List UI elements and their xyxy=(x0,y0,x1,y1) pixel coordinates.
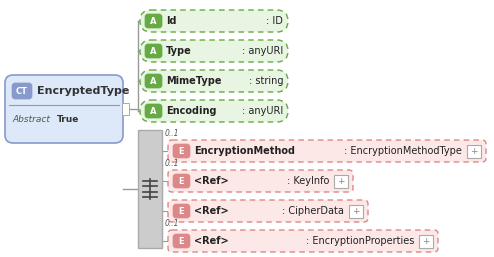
FancyBboxPatch shape xyxy=(168,170,353,192)
Text: Abstract: Abstract xyxy=(12,115,50,124)
Bar xyxy=(122,103,129,115)
Text: <Ref>: <Ref> xyxy=(194,236,229,246)
Text: : CipherData: : CipherData xyxy=(282,206,344,216)
FancyBboxPatch shape xyxy=(140,40,288,62)
FancyBboxPatch shape xyxy=(173,204,190,218)
Text: +: + xyxy=(470,146,478,155)
FancyBboxPatch shape xyxy=(145,44,162,58)
Bar xyxy=(467,144,481,158)
FancyBboxPatch shape xyxy=(168,230,438,252)
Text: 0..1: 0..1 xyxy=(165,219,179,228)
Text: +: + xyxy=(337,177,345,186)
FancyBboxPatch shape xyxy=(140,10,288,32)
FancyBboxPatch shape xyxy=(168,140,486,162)
Text: A: A xyxy=(150,47,157,56)
Text: : EncryptionProperties: : EncryptionProperties xyxy=(306,236,414,246)
FancyBboxPatch shape xyxy=(173,174,190,188)
Text: 0..1: 0..1 xyxy=(165,129,179,138)
Text: True: True xyxy=(57,115,80,124)
Bar xyxy=(349,205,363,217)
Bar xyxy=(419,234,433,247)
Text: EncryptedType: EncryptedType xyxy=(37,86,129,96)
Text: : string: : string xyxy=(248,76,283,86)
Text: 0..1: 0..1 xyxy=(165,159,179,168)
Text: EncryptionMethod: EncryptionMethod xyxy=(194,146,295,156)
FancyBboxPatch shape xyxy=(140,100,288,122)
Text: : anyURI: : anyURI xyxy=(242,106,283,116)
FancyBboxPatch shape xyxy=(12,83,32,99)
FancyBboxPatch shape xyxy=(173,234,190,248)
Text: A: A xyxy=(150,16,157,25)
Text: A: A xyxy=(150,106,157,115)
Text: E: E xyxy=(179,207,184,216)
Text: E: E xyxy=(179,236,184,245)
Bar xyxy=(138,130,162,248)
Text: : EncryptionMethodType: : EncryptionMethodType xyxy=(344,146,462,156)
Text: Id: Id xyxy=(166,16,176,26)
Text: E: E xyxy=(179,177,184,186)
Text: MimeType: MimeType xyxy=(166,76,221,86)
Text: CT: CT xyxy=(16,87,28,96)
Text: +: + xyxy=(422,236,430,245)
FancyBboxPatch shape xyxy=(145,14,162,28)
FancyBboxPatch shape xyxy=(140,70,288,92)
Text: +: + xyxy=(352,207,360,216)
FancyBboxPatch shape xyxy=(173,144,190,158)
Text: : ID: : ID xyxy=(266,16,283,26)
Text: A: A xyxy=(150,77,157,86)
FancyBboxPatch shape xyxy=(168,200,368,222)
Text: : anyURI: : anyURI xyxy=(242,46,283,56)
FancyBboxPatch shape xyxy=(145,74,162,88)
Text: E: E xyxy=(179,146,184,155)
Text: <Ref>: <Ref> xyxy=(194,206,229,216)
Bar xyxy=(334,175,348,188)
Text: : KeyInfo: : KeyInfo xyxy=(287,176,329,186)
FancyBboxPatch shape xyxy=(5,75,123,143)
Text: Type: Type xyxy=(166,46,192,56)
Text: <Ref>: <Ref> xyxy=(194,176,229,186)
FancyBboxPatch shape xyxy=(145,104,162,118)
Text: Encoding: Encoding xyxy=(166,106,216,116)
